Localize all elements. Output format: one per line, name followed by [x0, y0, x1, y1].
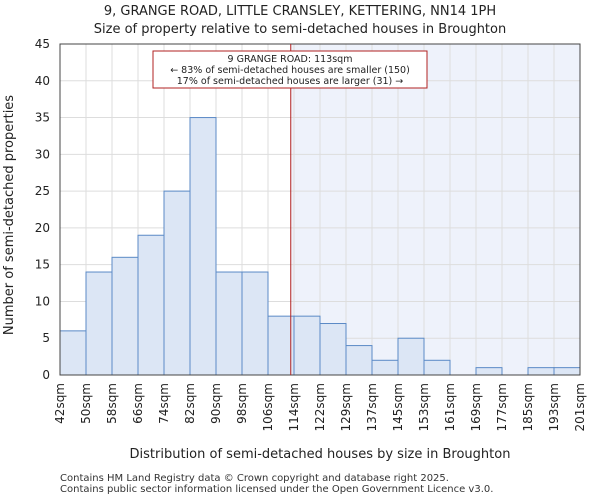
bar [111, 256, 139, 376]
bar [475, 367, 503, 376]
x-tick-label: 137sqm [365, 383, 379, 431]
x-tick-label: 185sqm [521, 383, 535, 431]
x-tick-label: 193sqm [547, 383, 561, 431]
annotation-line: 17% of semi-detached houses are larger (… [177, 76, 404, 87]
attribution-line: Contains public sector information licen… [60, 484, 494, 495]
y-tick-label: 20 [35, 221, 50, 235]
chart-subtitle: Size of property relative to semi-detach… [94, 22, 506, 37]
bar [371, 359, 399, 376]
y-axis-title: Number of semi-detached properties [2, 95, 17, 335]
x-tick-label: 145sqm [391, 383, 405, 431]
bar [553, 367, 581, 376]
bar [85, 271, 113, 376]
bar [241, 271, 269, 376]
x-tick-label: 106sqm [261, 383, 275, 431]
x-tick-label: 153sqm [417, 383, 431, 431]
x-tick-label: 169sqm [469, 383, 483, 431]
bar [293, 315, 321, 376]
x-tick-label: 50sqm [79, 383, 93, 424]
x-tick-label: 129sqm [339, 383, 353, 431]
x-tick-label: 122sqm [313, 383, 327, 431]
bar [189, 117, 217, 376]
x-tick-label: 177sqm [495, 383, 509, 431]
x-tick-label: 98sqm [235, 383, 249, 424]
y-tick-label: 30 [35, 147, 50, 161]
y-tick-label: 15 [35, 258, 50, 272]
y-tick-label: 5 [42, 331, 50, 345]
annotation-line: 9 GRANGE ROAD: 113sqm [228, 54, 353, 65]
y-tick-label: 40 [35, 74, 50, 88]
bar [319, 323, 347, 376]
y-tick-label: 45 [35, 37, 50, 51]
y-tick-label: 10 [35, 294, 50, 308]
attribution: Contains HM Land Registry data © Crown c… [60, 473, 493, 495]
x-tick-label: 114sqm [287, 383, 301, 431]
y-tick-label: 35 [35, 111, 50, 125]
x-tick-label: 90sqm [209, 383, 223, 424]
bar [163, 190, 191, 376]
bar [527, 367, 555, 376]
attribution-line: Contains HM Land Registry data © Crown c… [60, 473, 449, 484]
bar [267, 315, 295, 376]
chart-title: 9, GRANGE ROAD, LITTLE CRANSLEY, KETTERI… [104, 4, 496, 19]
bar [137, 234, 165, 376]
bar [345, 345, 373, 376]
x-tick-label: 82sqm [183, 383, 197, 424]
bar [423, 359, 451, 376]
bar [215, 271, 243, 376]
highlight-region [290, 44, 580, 375]
x-tick-label: 74sqm [157, 383, 171, 424]
bar [397, 337, 425, 376]
plot-frame [59, 43, 581, 376]
x-tick-label: 58sqm [105, 383, 119, 424]
y-tick-label: 25 [35, 184, 50, 198]
y-tick-label: 0 [42, 368, 50, 382]
x-tick-label: 201sqm [573, 383, 587, 431]
plot-area: 0 5 10 15 20 25 30 35 40 45 42sqm 50sqm 58sqm 66sqm 74… [35, 37, 587, 431]
annotation-box [152, 50, 428, 89]
x-tick-label: 42sqm [53, 383, 67, 424]
x-axis-title: Distribution of semi-detached houses by … [130, 447, 511, 462]
annotation-line: ← 83% of semi-detached houses are smalle… [170, 65, 410, 76]
x-tick-label: 66sqm [131, 383, 145, 424]
bar [59, 330, 87, 376]
x-tick-label: 161sqm [443, 383, 457, 431]
